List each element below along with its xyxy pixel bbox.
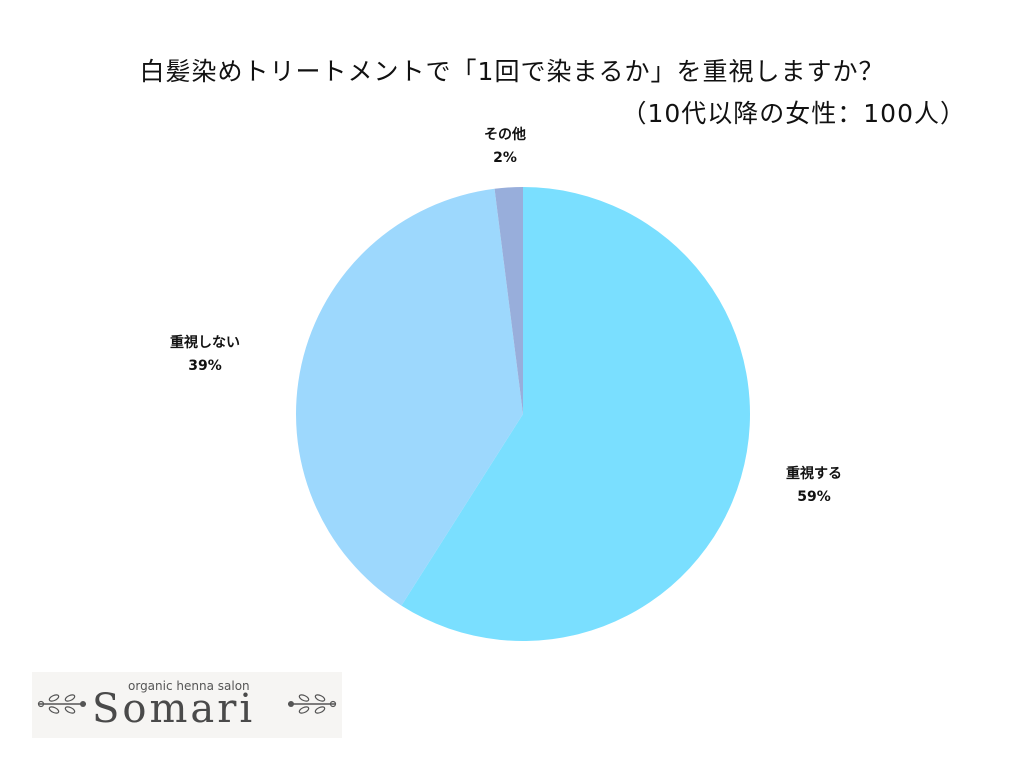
slice-value-label: 59% bbox=[797, 489, 831, 505]
logo-subtitle: organic henna salon bbox=[128, 679, 250, 693]
pie-slice bbox=[401, 187, 751, 641]
slice-category-label: 重視しない bbox=[170, 334, 240, 351]
chart-title: 白髪染めトリートメントで「1回で染まるか」を重視しますか？ bbox=[139, 57, 885, 86]
slice-value-label: 2% bbox=[493, 150, 517, 166]
slice-value-label: 39% bbox=[188, 358, 222, 374]
logo-name: Somari bbox=[92, 686, 256, 732]
slice-category-label: 重視する bbox=[786, 465, 842, 482]
leaf-branch-icon bbox=[288, 694, 337, 714]
slice-category-label: その他 bbox=[484, 126, 526, 143]
pie-slice bbox=[494, 187, 523, 414]
brand-logo: organic henna salon Somari bbox=[32, 672, 342, 738]
pie-slice bbox=[296, 188, 523, 606]
chart-subtitle: （10代以降の女性：100人） bbox=[621, 99, 966, 128]
leaf-branch-icon bbox=[37, 694, 86, 714]
